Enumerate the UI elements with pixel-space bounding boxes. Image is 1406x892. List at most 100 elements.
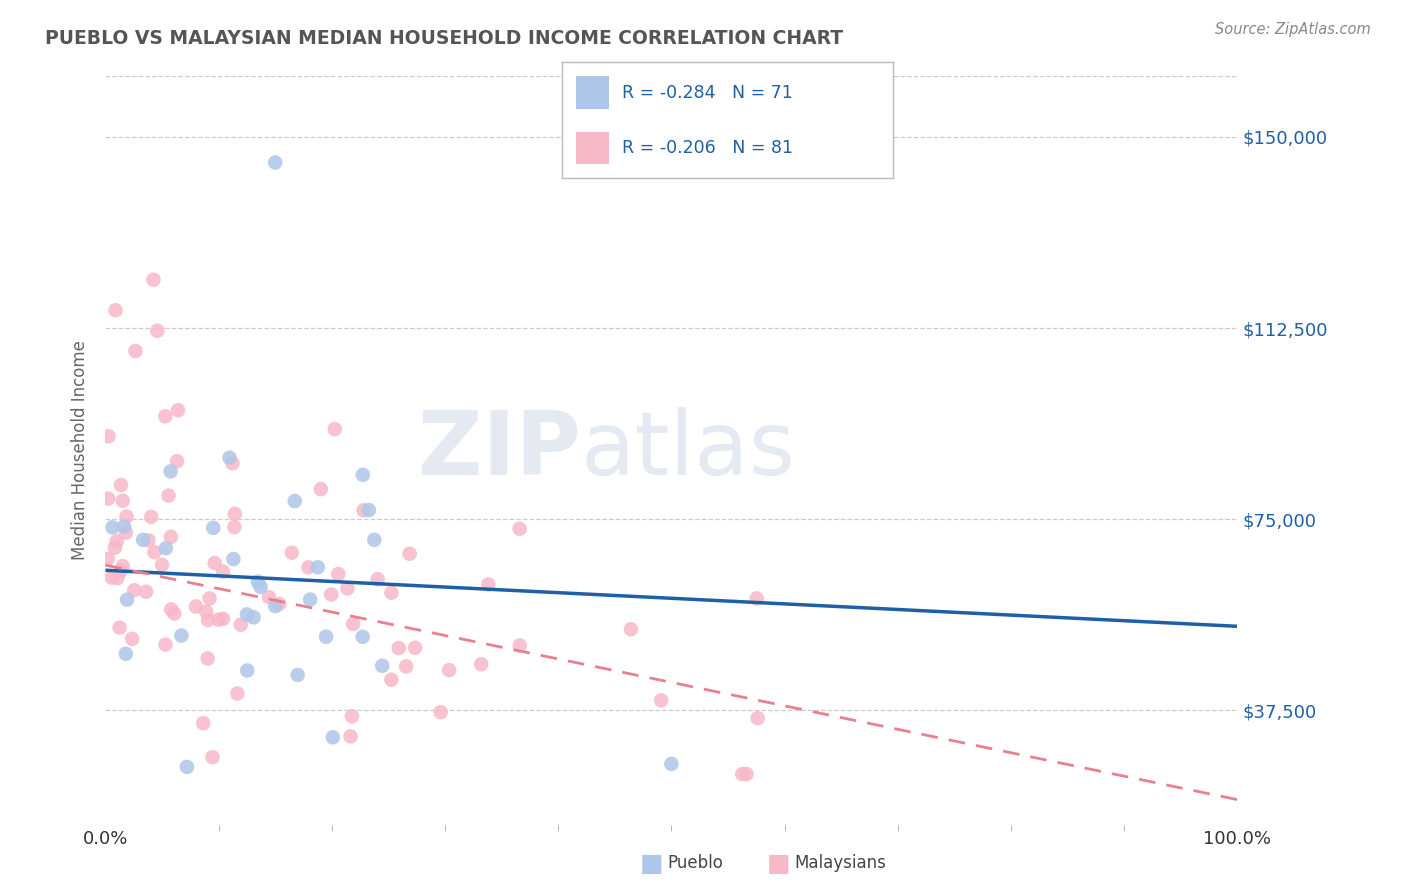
Point: [105, 571, 128, 585]
Point: [222, 552, 245, 566]
Point: [224, 507, 246, 521]
Bar: [575, 132, 609, 164]
Point: [150, 558, 173, 572]
Point: [650, 693, 672, 707]
Point: [470, 657, 492, 672]
Point: [163, 607, 186, 621]
Point: [236, 607, 259, 622]
Point: [224, 520, 246, 534]
Text: ■: ■: [766, 852, 790, 875]
Point: [184, 599, 207, 614]
Point: [207, 613, 229, 627]
Point: [139, 510, 162, 524]
Point: [155, 541, 177, 556]
Point: [307, 560, 329, 574]
Point: [167, 403, 190, 417]
Point: [226, 686, 249, 700]
Point: [429, 705, 451, 719]
Point: [170, 629, 193, 643]
Point: [201, 750, 224, 764]
Bar: [575, 77, 609, 109]
Point: [202, 521, 225, 535]
Point: [246, 574, 269, 589]
Point: [323, 422, 346, 436]
Point: [198, 591, 221, 606]
Text: Malaysians: Malaysians: [794, 855, 886, 872]
Point: [160, 602, 183, 616]
Point: [176, 760, 198, 774]
Point: [204, 556, 226, 570]
Point: [269, 597, 291, 611]
Point: [735, 767, 758, 781]
Point: [111, 559, 134, 574]
Text: Pueblo: Pueblo: [668, 855, 724, 872]
Point: [661, 756, 683, 771]
Point: [143, 545, 166, 559]
Point: [166, 454, 188, 468]
Point: [212, 565, 235, 579]
Point: [340, 709, 363, 723]
Point: [731, 767, 754, 781]
Point: [135, 584, 157, 599]
Text: R = -0.284   N = 71: R = -0.284 N = 71: [621, 84, 793, 102]
Text: ZIP: ZIP: [418, 407, 581, 494]
Point: [437, 663, 460, 677]
Point: [142, 273, 165, 287]
Point: [339, 730, 361, 744]
Point: [747, 711, 769, 725]
Point: [363, 533, 385, 547]
Text: PUEBLO VS MALAYSIAN MEDIAN HOUSEHOLD INCOME CORRELATION CHART: PUEBLO VS MALAYSIAN MEDIAN HOUSEHOLD INC…: [45, 29, 844, 47]
Point: [97, 429, 120, 443]
Point: [264, 599, 287, 614]
Point: [104, 303, 127, 318]
Point: [249, 580, 271, 594]
Point: [218, 450, 240, 465]
Point: [155, 409, 177, 424]
Point: [620, 622, 643, 636]
Point: [115, 509, 138, 524]
Point: [111, 493, 134, 508]
Text: R = -0.206   N = 81: R = -0.206 N = 81: [621, 139, 793, 157]
Point: [284, 494, 307, 508]
Text: atlas: atlas: [581, 407, 796, 494]
Point: [105, 534, 128, 549]
Point: [309, 482, 332, 496]
Point: [138, 533, 160, 548]
Point: [380, 586, 402, 600]
Point: [193, 716, 215, 731]
Point: [197, 613, 219, 627]
Point: [104, 541, 127, 555]
Point: [404, 640, 426, 655]
Point: [264, 155, 287, 169]
Point: [100, 570, 122, 584]
Point: [110, 565, 132, 579]
Point: [121, 632, 143, 646]
Point: [155, 638, 177, 652]
Text: ■: ■: [640, 852, 664, 875]
Point: [115, 592, 138, 607]
Point: [132, 533, 155, 547]
Point: [352, 630, 374, 644]
Point: [157, 489, 180, 503]
Point: [115, 647, 138, 661]
Point: [112, 519, 135, 533]
Point: [398, 547, 420, 561]
Point: [287, 668, 309, 682]
Point: [229, 617, 252, 632]
Point: [197, 651, 219, 665]
Point: [236, 664, 259, 678]
Point: [477, 577, 499, 591]
Point: [371, 658, 394, 673]
Point: [357, 503, 380, 517]
Point: [299, 592, 322, 607]
Point: [257, 591, 280, 605]
Point: [124, 583, 146, 598]
Point: [195, 605, 218, 619]
Point: [509, 522, 531, 536]
Point: [212, 612, 235, 626]
Point: [146, 324, 169, 338]
Point: [380, 673, 402, 687]
Point: [745, 591, 768, 606]
Y-axis label: Median Household Income: Median Household Income: [72, 341, 90, 560]
Point: [395, 659, 418, 673]
